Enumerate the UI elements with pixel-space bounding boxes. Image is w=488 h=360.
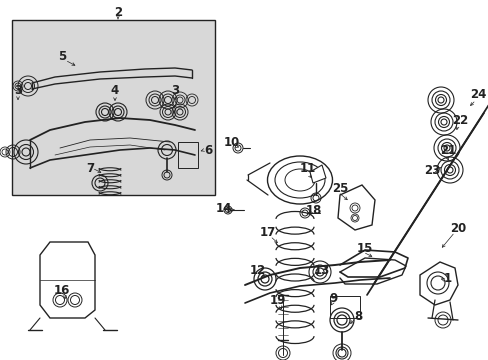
Text: 10: 10	[224, 136, 240, 149]
Text: 21: 21	[439, 144, 455, 157]
Text: 23: 23	[423, 163, 439, 176]
Text: 12: 12	[249, 264, 265, 276]
Text: 22: 22	[451, 113, 467, 126]
Text: 4: 4	[111, 84, 119, 96]
Text: 20: 20	[449, 221, 465, 234]
Text: 16: 16	[54, 284, 70, 297]
Text: 7: 7	[86, 162, 94, 175]
Polygon shape	[309, 165, 325, 183]
Text: 17: 17	[259, 225, 276, 238]
Text: 15: 15	[356, 242, 372, 255]
Polygon shape	[337, 185, 374, 230]
Text: 1: 1	[443, 271, 451, 284]
Text: 13: 13	[313, 264, 329, 276]
Text: 14: 14	[215, 202, 232, 215]
Text: 9: 9	[329, 292, 337, 305]
Text: 2: 2	[114, 5, 122, 18]
Polygon shape	[366, 103, 488, 295]
Text: 18: 18	[305, 203, 322, 216]
Text: 19: 19	[269, 293, 285, 306]
Text: 25: 25	[331, 181, 347, 194]
Polygon shape	[419, 262, 457, 305]
Text: 3: 3	[14, 84, 22, 96]
Polygon shape	[40, 242, 95, 318]
Text: 6: 6	[203, 144, 212, 157]
Text: 3: 3	[171, 84, 179, 96]
Text: 5: 5	[58, 49, 66, 63]
Text: 11: 11	[299, 162, 315, 175]
Text: 24: 24	[469, 89, 485, 102]
FancyBboxPatch shape	[12, 20, 215, 195]
Text: 8: 8	[353, 310, 362, 323]
